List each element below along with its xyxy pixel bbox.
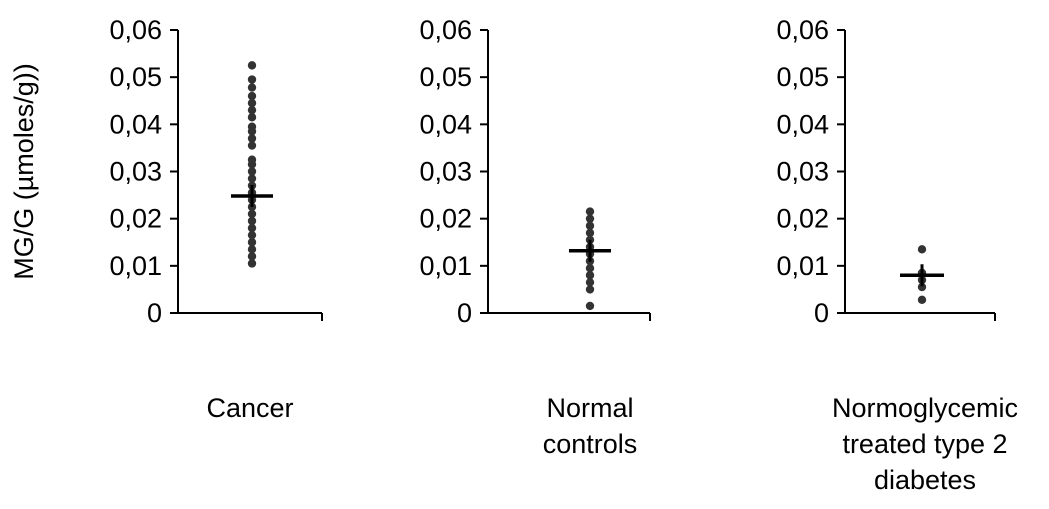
y-tick-label: 0,06 <box>109 15 162 45</box>
data-point <box>248 75 256 83</box>
y-tick-label: 0,03 <box>109 157 162 187</box>
category-label-line: Normal <box>510 390 670 426</box>
y-tick-label: 0 <box>457 298 472 328</box>
y-tick-label: 0 <box>814 298 829 328</box>
y-tick-label: 0,02 <box>419 204 472 234</box>
y-tick-label: 0 <box>147 298 162 328</box>
y-tick-label: 0,03 <box>776 157 829 187</box>
y-tick-label: 0,04 <box>419 109 472 139</box>
y-tick-label: 0,02 <box>776 204 829 234</box>
y-tick-label: 0,05 <box>776 62 829 92</box>
y-tick-label: 0,05 <box>109 62 162 92</box>
data-point <box>248 122 256 130</box>
data-point <box>586 207 594 215</box>
category-label-line: diabetes <box>810 462 1040 498</box>
category-label-cancer: Cancer <box>170 390 330 426</box>
y-tick-label: 0,01 <box>109 251 162 281</box>
data-point <box>918 296 926 304</box>
category-label-line: controls <box>510 426 670 462</box>
category-label-normoglycemic: Normoglycemic treated type 2 diabetes <box>810 390 1040 498</box>
y-tick-label: 0,05 <box>419 62 472 92</box>
data-point <box>248 83 256 91</box>
data-point <box>586 302 594 310</box>
y-tick-label: 0,02 <box>109 204 162 234</box>
category-label-line: treated type 2 <box>810 426 1040 462</box>
y-tick-label: 0,06 <box>776 15 829 45</box>
data-point <box>248 61 256 69</box>
category-label-normal-controls: Normal controls <box>510 390 670 462</box>
category-label-line: Normoglycemic <box>810 390 1040 426</box>
y-tick-label: 0,04 <box>109 109 162 139</box>
data-point <box>248 92 256 100</box>
data-point <box>248 156 256 164</box>
data-point <box>918 245 926 253</box>
category-label-line: Cancer <box>170 390 330 426</box>
y-tick-label: 0,04 <box>776 109 829 139</box>
y-tick-label: 0,01 <box>419 251 472 281</box>
y-tick-label: 0,03 <box>419 157 472 187</box>
y-tick-label: 0,06 <box>419 15 472 45</box>
y-axis-label: MG/G (µmoles/g)) <box>9 63 39 280</box>
y-tick-label: 0,01 <box>776 251 829 281</box>
